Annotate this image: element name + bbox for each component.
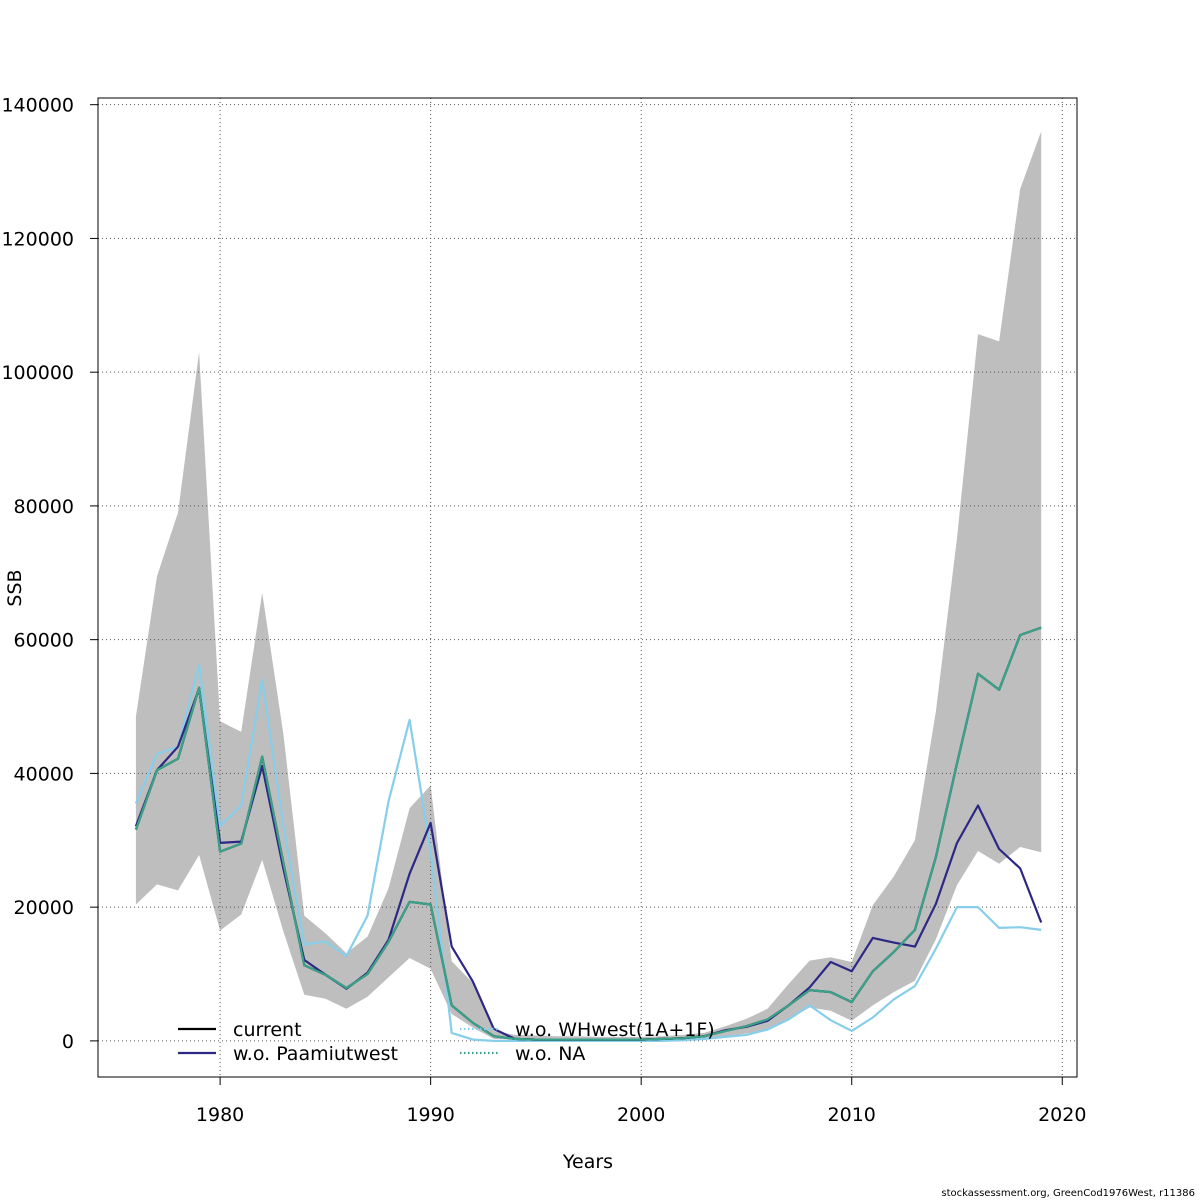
y-tick-label: 100000 bbox=[1, 362, 74, 384]
plot-frame bbox=[97, 97, 1078, 1078]
y-tick-label: 80000 bbox=[14, 496, 74, 518]
y-tick-label: 140000 bbox=[1, 95, 74, 117]
y-tick-label: 40000 bbox=[14, 763, 74, 785]
y-axis-title: SSB bbox=[4, 569, 26, 606]
x-tick-label: 2020 bbox=[1038, 1104, 1086, 1126]
x-tick-label: 2000 bbox=[617, 1104, 665, 1126]
legend-label-4: w.o. NA bbox=[515, 1043, 585, 1065]
credit-text: stockassessment.org, GreenCod1976West, r… bbox=[941, 1188, 1195, 1199]
legend-label-2: w.o. Paamiutwest bbox=[233, 1043, 398, 1065]
y-tick-label: 120000 bbox=[1, 228, 74, 250]
x-tick-label: 2010 bbox=[828, 1104, 876, 1126]
x-axis-title: Years bbox=[562, 1151, 613, 1173]
y-tick-label: 20000 bbox=[14, 897, 74, 919]
legend-label-1: current bbox=[233, 1019, 302, 1041]
legend-label-3: w.o. WHwest(1A+1F) bbox=[515, 1019, 715, 1041]
series-layer bbox=[134, 626, 1043, 1043]
x-tick-label: 1980 bbox=[196, 1104, 244, 1126]
y-tick-label: 0 bbox=[62, 1031, 74, 1053]
series-line-3 bbox=[134, 663, 1042, 1043]
y-tick-label: 60000 bbox=[14, 630, 74, 652]
x-tick-label: 1990 bbox=[406, 1104, 454, 1126]
axis-layer: 1980 1990 2000 2010 2020 0 20000 40000 60000 8000… bbox=[1, 95, 1086, 1126]
series-line-4 bbox=[134, 626, 1042, 1041]
